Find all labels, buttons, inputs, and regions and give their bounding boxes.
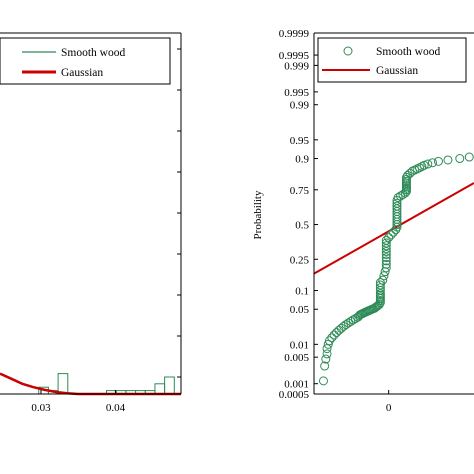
data-point xyxy=(384,233,394,243)
data-point xyxy=(433,156,443,166)
data-point xyxy=(443,155,453,165)
data-point xyxy=(386,230,396,240)
data-point xyxy=(379,271,389,281)
data-point xyxy=(329,330,339,340)
data-point xyxy=(324,336,334,346)
left-legend: Smooth wood Gaussian xyxy=(0,37,171,85)
left-legend-label-gaussian: Gaussian xyxy=(61,67,103,79)
right-legend-label-gaussian: Gaussian xyxy=(376,65,418,77)
data-point xyxy=(346,316,356,326)
data-point xyxy=(414,163,424,173)
data-point xyxy=(375,280,385,290)
data-point xyxy=(464,152,474,162)
right-legend-box xyxy=(317,37,467,83)
right-x-ticks: 00.01 xyxy=(386,390,392,414)
y-tick-label: 0.25 xyxy=(290,254,310,266)
data-point xyxy=(393,193,403,203)
x-tick-label: 0 xyxy=(386,402,392,414)
left-x-ticks: 0.03 0.04 xyxy=(31,390,126,414)
data-point xyxy=(320,361,330,371)
y-tick-label: 0.999 xyxy=(284,60,309,72)
y-tick-label: 0.001 xyxy=(284,379,309,391)
right-legend-label-smooth-wood: Smooth wood xyxy=(376,46,440,58)
data-point xyxy=(423,159,433,169)
left-plot-area xyxy=(0,372,181,396)
data-point xyxy=(392,201,402,211)
left-right-ticks xyxy=(177,48,181,378)
histogram-bar xyxy=(154,383,166,395)
data-point xyxy=(381,250,391,260)
y-tick-label: 0.5 xyxy=(295,220,309,232)
data-point xyxy=(322,349,332,359)
data-point xyxy=(375,289,385,299)
data-point xyxy=(373,300,383,310)
y-tick-label: 0.995 xyxy=(284,87,309,99)
data-point xyxy=(381,247,391,257)
data-point xyxy=(321,354,331,364)
data-point xyxy=(380,267,390,277)
histogram-bar xyxy=(164,376,175,395)
right-legend-swatch-smooth-wood xyxy=(343,46,353,56)
y-tick-label: 0.01 xyxy=(290,339,309,351)
left-panel: 0.03 0.04 Smooth wood Gaussian xyxy=(0,32,182,414)
right-legend: Smooth wood Gaussian xyxy=(317,37,467,83)
histogram-bar xyxy=(57,373,69,395)
data-point xyxy=(381,253,391,263)
data-point xyxy=(341,320,351,330)
data-point xyxy=(327,333,337,343)
left-legend-box xyxy=(0,37,171,85)
right-plot-area xyxy=(313,152,474,386)
data-point xyxy=(396,191,406,201)
right-ylabel: Probability xyxy=(252,190,264,239)
left-legend-label-smooth-wood: Smooth wood xyxy=(61,47,125,59)
data-point xyxy=(405,168,415,178)
data-point xyxy=(318,376,328,386)
data-point xyxy=(381,238,391,248)
x-tick-label: 0.03 xyxy=(31,402,51,414)
data-point xyxy=(375,278,385,288)
y-tick-label: 0.95 xyxy=(290,135,310,147)
data-point xyxy=(343,318,353,328)
y-tick-label: 0.99 xyxy=(290,100,310,112)
data-point xyxy=(392,198,402,208)
data-point xyxy=(381,263,391,273)
y-tick-label: 0.005 xyxy=(284,352,309,364)
data-point xyxy=(381,235,391,245)
y-tick-label: 0.75 xyxy=(290,185,310,197)
data-point xyxy=(381,241,391,251)
y-tick-label: 0.9999 xyxy=(279,28,310,40)
data-point xyxy=(417,162,427,172)
data-point xyxy=(339,321,349,331)
y-tick-label: 0.0005 xyxy=(279,389,310,401)
data-point xyxy=(412,164,422,174)
y-tick-label: 0.9 xyxy=(295,154,309,166)
y-tick-label: 0.05 xyxy=(290,304,310,316)
data-point xyxy=(332,328,342,338)
data-point xyxy=(428,158,438,168)
data-point xyxy=(381,256,391,266)
y-tick-label: 0.9995 xyxy=(279,50,310,62)
x-tick-label: 0.04 xyxy=(106,402,126,414)
y-tick-label: 0.1 xyxy=(295,286,309,298)
data-point xyxy=(455,154,465,164)
data-point xyxy=(378,275,388,285)
data-point xyxy=(381,259,391,269)
